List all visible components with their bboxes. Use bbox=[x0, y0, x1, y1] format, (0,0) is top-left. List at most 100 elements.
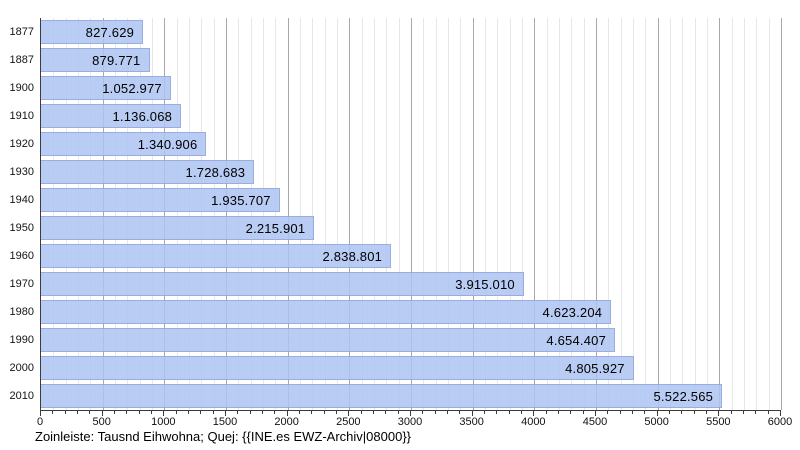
year-label: 1900 bbox=[9, 82, 34, 94]
x-tick-label: 2000 bbox=[274, 416, 299, 428]
gridline-minor bbox=[670, 18, 671, 410]
bar-value-label: 4.805.927 bbox=[565, 360, 625, 376]
axis-tick bbox=[311, 411, 313, 414]
axis-tick bbox=[434, 411, 436, 414]
gridline-major bbox=[596, 18, 597, 410]
axis-tick bbox=[225, 411, 226, 416]
bar: 4.623.204 bbox=[41, 300, 612, 324]
bar-value-label: 1.136.068 bbox=[112, 108, 173, 124]
axis-tick bbox=[385, 411, 387, 414]
axis-tick bbox=[249, 411, 251, 414]
bar: 1.935.707 bbox=[41, 188, 280, 212]
bar: 827.629 bbox=[41, 20, 144, 44]
bar-value-label: 4.654.407 bbox=[546, 332, 607, 348]
gridline-minor bbox=[522, 18, 523, 410]
gridline-major bbox=[719, 18, 721, 410]
gridline-major bbox=[472, 18, 474, 410]
gridline-minor bbox=[423, 18, 425, 410]
axis-tick bbox=[151, 411, 152, 414]
gridline-minor bbox=[324, 18, 326, 410]
axis-tick bbox=[175, 411, 177, 414]
axis-tick bbox=[114, 411, 115, 414]
gridline-minor bbox=[707, 18, 708, 410]
axis-tick bbox=[533, 411, 535, 416]
gridline-minor bbox=[731, 18, 733, 410]
bar-value-label: 827.629 bbox=[85, 24, 135, 40]
gridline-major bbox=[287, 18, 289, 410]
axis-tick bbox=[77, 411, 78, 414]
gridline-minor bbox=[201, 18, 203, 410]
axis-tick bbox=[496, 411, 498, 414]
x-tick-label: 6000 bbox=[767, 416, 793, 428]
gridline-minor bbox=[645, 18, 647, 410]
axis-tick bbox=[274, 411, 276, 414]
year-label: 1930 bbox=[9, 166, 34, 178]
year-label: 1887 bbox=[9, 54, 34, 66]
bar: 4.805.927 bbox=[41, 356, 634, 380]
gridline-major bbox=[164, 18, 166, 410]
x-tick-label: 2500 bbox=[336, 416, 361, 428]
bar: 1.052.977 bbox=[41, 76, 171, 100]
bar: 1.340.906 bbox=[41, 132, 207, 156]
axis-tick bbox=[681, 411, 683, 414]
gridline-minor bbox=[250, 18, 252, 410]
axis-tick bbox=[64, 411, 66, 414]
gridline-minor bbox=[275, 18, 277, 410]
year-label: 1970 bbox=[9, 278, 34, 290]
gridline-minor bbox=[176, 18, 178, 410]
gridline-minor bbox=[386, 18, 388, 410]
gridline-minor bbox=[53, 18, 55, 410]
gridline-minor bbox=[546, 18, 548, 410]
gridline-minor bbox=[263, 18, 264, 410]
gridline-minor bbox=[571, 18, 573, 410]
gridline-minor bbox=[756, 18, 758, 410]
x-tick-label: 3000 bbox=[397, 416, 423, 428]
axis-tick bbox=[484, 411, 485, 414]
axis-tick bbox=[52, 411, 54, 414]
year-label: 1910 bbox=[9, 110, 34, 122]
axis-tick bbox=[89, 411, 91, 414]
bar-value-label: 4.623.204 bbox=[542, 304, 603, 320]
year-label: 1950 bbox=[9, 222, 34, 234]
axis-tick bbox=[595, 411, 596, 416]
chart-caption: Zoinleiste: Tausnd Eihwohna; Quej: {{INE… bbox=[35, 429, 412, 444]
gridline-major bbox=[657, 18, 659, 410]
gridline-minor bbox=[189, 18, 190, 410]
bar: 4.654.407 bbox=[41, 328, 616, 352]
axis-tick bbox=[336, 411, 337, 414]
axis-tick bbox=[644, 411, 646, 414]
gridline-minor bbox=[620, 18, 622, 410]
axis-tick bbox=[459, 411, 461, 414]
bar: 1.136.068 bbox=[41, 104, 182, 128]
bar-value-label: 1.728.683 bbox=[185, 164, 246, 180]
axis-tick bbox=[558, 411, 559, 414]
gridline-major bbox=[226, 18, 227, 410]
gridline-major bbox=[102, 18, 104, 410]
bar-value-label: 5.522.565 bbox=[653, 388, 714, 404]
axis-tick bbox=[237, 411, 239, 414]
x-tick-label: 3500 bbox=[459, 416, 484, 428]
axis-tick bbox=[718, 411, 720, 416]
year-label: 2010 bbox=[9, 390, 34, 402]
axis-tick bbox=[163, 411, 165, 416]
gridline-minor bbox=[509, 18, 511, 410]
gridline-minor bbox=[152, 18, 153, 410]
axis-tick bbox=[570, 411, 572, 414]
axis-tick bbox=[101, 411, 103, 416]
axis-tick bbox=[447, 411, 448, 414]
axis-tick bbox=[471, 411, 473, 416]
axis-tick bbox=[212, 411, 214, 414]
year-label: 1960 bbox=[9, 250, 34, 262]
x-tick-label: 0 bbox=[36, 416, 44, 428]
axis-tick bbox=[656, 411, 658, 416]
x-tick-label: 4000 bbox=[521, 416, 546, 428]
bar-value-label: 1.340.906 bbox=[137, 136, 198, 152]
gridline-minor bbox=[633, 18, 634, 410]
gridline-minor bbox=[694, 18, 696, 410]
axis-tick bbox=[126, 411, 128, 414]
bar: 879.771 bbox=[41, 48, 150, 72]
axis-tick bbox=[730, 411, 732, 414]
gridline-minor bbox=[435, 18, 437, 410]
year-label: 1940 bbox=[9, 194, 34, 206]
